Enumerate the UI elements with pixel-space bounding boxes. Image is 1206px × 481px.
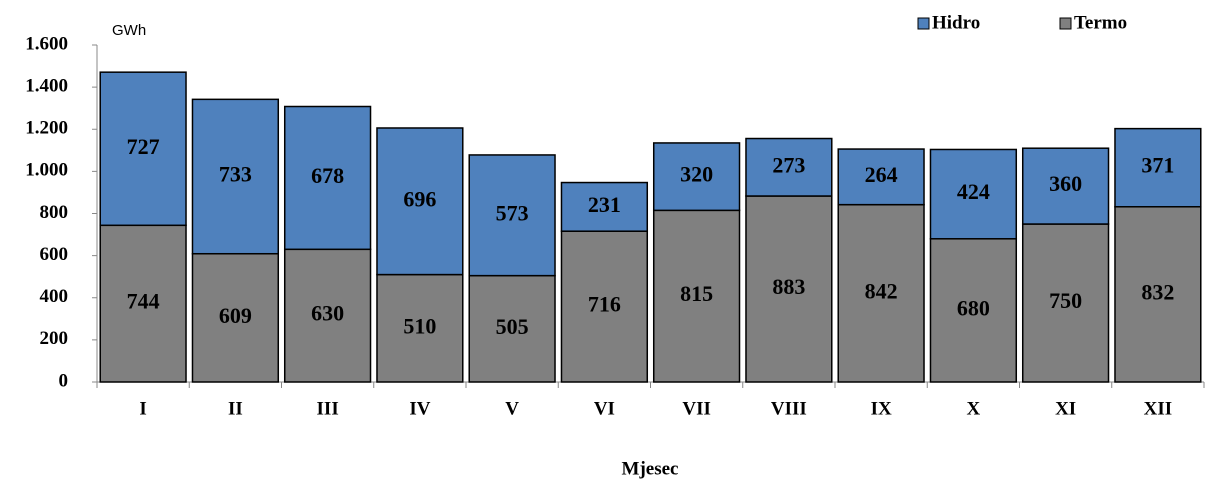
bar-segment — [837, 203, 925, 383]
data-label: 273 — [772, 152, 805, 177]
y-tick-label: 1.400 — [25, 75, 68, 96]
data-label: 609 — [219, 303, 252, 328]
bar-segment — [929, 148, 1018, 240]
data-label: 733 — [219, 162, 252, 187]
x-tick-label: VI — [594, 398, 615, 419]
data-label: 630 — [311, 301, 344, 326]
data-label: 744 — [127, 289, 160, 314]
bar-segment — [929, 238, 1018, 383]
bar-segment — [560, 181, 649, 232]
bar-segment — [1021, 223, 1110, 383]
x-tick-label: VIII — [771, 398, 807, 419]
data-label: 815 — [680, 281, 713, 306]
y-tick-label: 0 — [59, 370, 69, 391]
x-tick-label: III — [317, 398, 339, 419]
data-label: 424 — [957, 179, 990, 204]
y-tick-label: 400 — [40, 286, 69, 307]
bar-segment — [376, 273, 464, 383]
x-tick-label: I — [139, 398, 146, 419]
y-tick-label: 800 — [40, 202, 69, 223]
data-label: 842 — [865, 278, 898, 303]
bar-segment — [1114, 127, 1202, 208]
x-tick-label: V — [505, 398, 519, 419]
bar-segment — [745, 137, 833, 197]
bar-segment — [468, 154, 556, 277]
data-label: 750 — [1049, 288, 1082, 313]
y-tick-label: 200 — [40, 328, 69, 349]
legend-swatch — [1059, 17, 1072, 30]
bar-segment — [99, 71, 187, 227]
x-tick-label: IX — [871, 398, 892, 419]
y-tick-label: 1.200 — [25, 118, 68, 139]
data-label: 678 — [311, 163, 344, 188]
data-label: 832 — [1141, 279, 1174, 304]
bar-segment — [837, 148, 925, 206]
bar-segment — [1021, 147, 1110, 225]
legend-label: Termo — [1074, 12, 1127, 33]
data-label: 883 — [772, 274, 805, 299]
data-label: 680 — [957, 295, 990, 320]
x-tick-label: X — [967, 398, 981, 419]
data-label: 696 — [403, 186, 436, 211]
data-label: 505 — [496, 314, 529, 339]
data-label: 510 — [403, 313, 436, 338]
x-tick-label: VII — [682, 398, 711, 419]
bar-segment — [652, 142, 741, 212]
data-label: 320 — [680, 162, 713, 187]
x-tick-label: XI — [1055, 398, 1076, 419]
data-label: 371 — [1141, 153, 1174, 178]
bar-segment — [283, 105, 372, 251]
data-label: 360 — [1049, 171, 1082, 196]
bar-segment — [745, 195, 833, 383]
bar-segment — [99, 224, 187, 383]
legend-label: Hidro — [932, 12, 980, 33]
bar-segment — [283, 248, 372, 383]
y-unit: GWh — [112, 22, 146, 39]
y-tick-label: 1.600 — [25, 33, 68, 54]
bar-segment — [191, 98, 280, 255]
data-label: 727 — [127, 134, 160, 159]
y-tick-label: 1.000 — [25, 160, 68, 181]
data-label: 573 — [496, 200, 529, 225]
data-label: 264 — [865, 162, 898, 187]
x-tick-label: XII — [1144, 398, 1173, 419]
x-axis-title: Mjesec — [622, 458, 679, 479]
legend-swatch — [917, 17, 930, 30]
bar-segment — [468, 274, 556, 383]
data-label: 716 — [588, 292, 621, 317]
x-tick-label: IV — [409, 398, 430, 419]
x-tick-label: II — [228, 398, 243, 419]
bar-segment — [652, 209, 741, 383]
bar-segment — [376, 127, 464, 276]
y-tick-label: 600 — [40, 244, 69, 265]
data-label: 231 — [588, 192, 621, 217]
